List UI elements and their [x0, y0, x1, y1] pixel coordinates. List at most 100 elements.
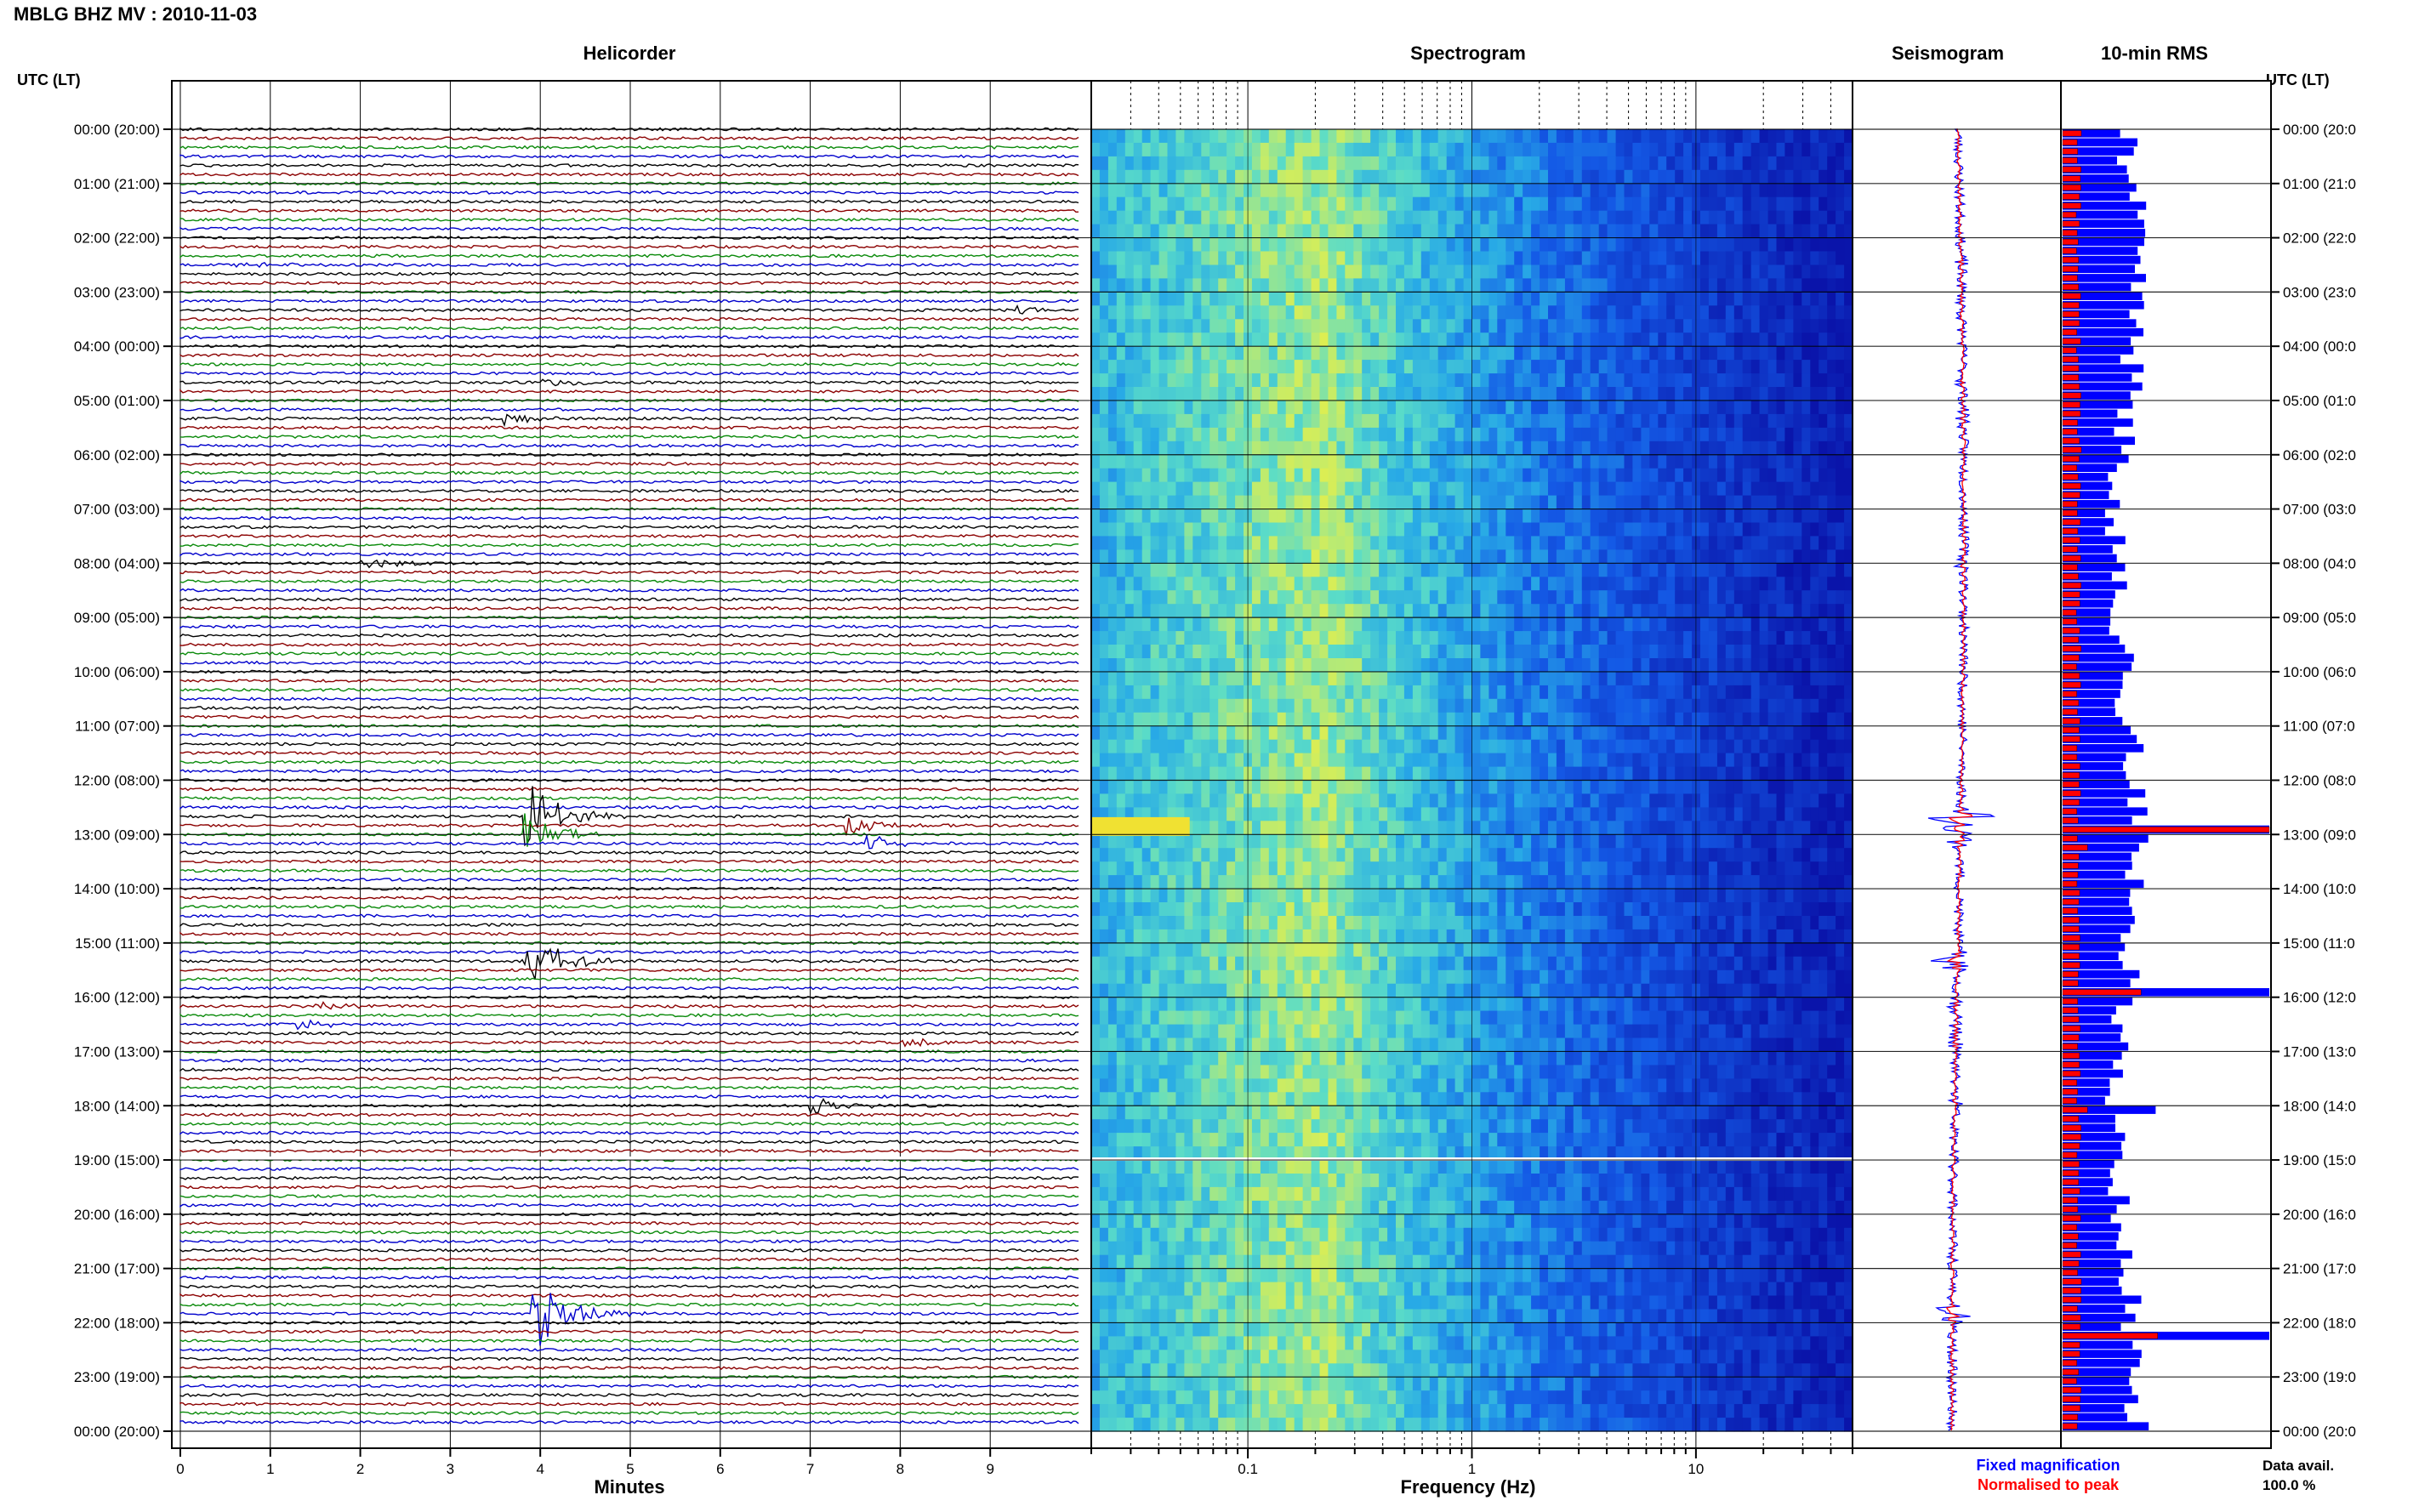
spectrogram-cell — [1581, 278, 1591, 293]
spectrogram-cell — [1319, 454, 1329, 469]
spectrogram-cell — [1235, 821, 1244, 835]
spectrogram-cell — [1666, 671, 1676, 686]
spectrogram-cell — [1708, 319, 1718, 333]
spectrogram-cell — [1260, 481, 1270, 497]
spectrogram-cell — [1091, 604, 1101, 618]
spectrogram-cell — [1810, 441, 1819, 456]
spectrogram-cell — [1429, 645, 1439, 659]
spectrogram-cell — [1810, 264, 1819, 279]
spectrogram-cell — [1319, 725, 1329, 741]
spectrogram-cell — [1260, 549, 1270, 564]
spectrogram-cell — [1235, 441, 1244, 456]
spectrogram-cell — [1091, 360, 1101, 374]
spectrogram-cell — [1227, 305, 1236, 320]
spectrogram-cell — [1192, 685, 1202, 700]
spectrogram-cell — [1124, 495, 1135, 510]
helicorder-trace — [179, 533, 1079, 538]
spectrogram-cell — [1124, 563, 1135, 577]
spectrogram-cell — [1260, 196, 1270, 212]
spectrogram-cell — [1784, 142, 1794, 157]
spectrogram-cell — [1141, 278, 1152, 293]
spectrogram-cell — [1260, 577, 1270, 591]
spectrogram-cell — [1260, 536, 1270, 550]
spectrogram-cell — [1505, 210, 1515, 225]
spectrogram-cell — [1573, 278, 1583, 293]
spectrogram-cell — [1396, 401, 1405, 415]
spectrogram-cell — [1141, 725, 1152, 741]
spectrogram-cell — [1133, 142, 1143, 157]
spectrogram-cell — [1776, 142, 1785, 157]
spectrogram-cell — [1801, 169, 1811, 185]
spectrogram-cell — [1523, 766, 1532, 782]
spectrogram-cell — [1116, 319, 1126, 333]
spectrogram-cell — [1581, 427, 1591, 442]
spectrogram-cell — [1471, 251, 1481, 265]
spectrogram-cell — [1201, 468, 1210, 483]
spectrogram-cell — [1251, 278, 1261, 293]
helicorder-trace — [179, 859, 1079, 864]
spectrogram-cell — [1632, 753, 1642, 768]
spectrogram-cell — [1590, 821, 1600, 835]
spectrogram-cell — [1480, 292, 1489, 306]
spectrogram-cell — [1345, 183, 1354, 198]
spectrogram-cell — [1396, 645, 1405, 659]
spectrogram-cell — [1750, 698, 1761, 713]
spectrogram-cell — [1607, 251, 1617, 265]
spectrogram-cell — [1725, 577, 1735, 591]
spectrogram-cell — [1708, 224, 1718, 239]
spectrogram-cell — [1793, 373, 1802, 388]
spectrogram-cell — [1345, 346, 1354, 361]
spectrogram-cell — [1488, 441, 1498, 456]
spectrogram-cell — [1716, 563, 1727, 577]
spectrogram-cell — [1167, 387, 1176, 401]
spectrogram-cell — [1641, 645, 1650, 659]
spectrogram-cell — [1437, 237, 1448, 253]
spectrogram-cell — [1793, 509, 1802, 523]
spectrogram-cell — [1336, 617, 1346, 632]
spectrogram-cell — [1793, 278, 1802, 293]
spectrogram-cell — [1362, 821, 1371, 835]
spectrogram-cell — [1277, 237, 1287, 253]
spectrogram-cell — [1396, 793, 1405, 808]
spectrogram-cell — [1116, 766, 1126, 782]
spectrogram-cell — [1141, 454, 1152, 469]
spectrogram-cell — [1268, 142, 1278, 157]
helicorder-trace — [179, 732, 1079, 737]
spectrogram-cell — [1251, 319, 1261, 333]
spectrogram-cell — [1548, 712, 1557, 727]
spectrogram-cell — [1446, 766, 1456, 782]
spectrogram-cell — [1810, 183, 1819, 198]
spectrogram-cell — [1598, 834, 1608, 849]
spectrogram-cell — [1091, 224, 1101, 239]
spectrogram-cell — [1387, 210, 1397, 225]
helicorder-trace — [179, 642, 1079, 647]
spectrogram-cell — [1836, 251, 1845, 265]
spectrogram-cell — [1429, 237, 1439, 253]
spectrogram-cell — [1302, 604, 1312, 618]
spectrogram-cell — [1819, 210, 1828, 225]
spectrogram-cell — [1683, 698, 1693, 713]
spectrogram-cell — [1336, 454, 1346, 469]
helicorder-trace — [179, 696, 1079, 702]
spectrogram-cell — [1260, 617, 1270, 632]
spectrogram-cell — [1302, 739, 1312, 754]
spectrogram-cell — [1641, 413, 1650, 429]
spectrogram-cell — [1268, 183, 1278, 198]
spectrogram-cell — [1446, 264, 1456, 279]
spectrogram-cell — [1201, 753, 1210, 768]
spectrogram-cell — [1099, 685, 1109, 700]
spectrogram-cell — [1548, 196, 1557, 212]
spectrogram-cell — [1210, 319, 1219, 333]
spectrogram-cell — [1150, 712, 1160, 727]
spectrogram-cell — [1819, 441, 1828, 456]
spectrogram-cell — [1700, 753, 1710, 768]
spectrogram-cell — [1540, 427, 1549, 442]
spectrogram-cell — [1437, 685, 1448, 700]
spectrogram-cell — [1420, 549, 1431, 564]
spectrogram-cell — [1379, 360, 1388, 374]
spectrogram-cell — [1801, 671, 1811, 686]
spectrogram-cell — [1235, 739, 1244, 754]
spectrogram-cell — [1649, 196, 1659, 212]
spectrogram-cell — [1124, 292, 1135, 306]
spectrogram-cell — [1827, 264, 1836, 279]
